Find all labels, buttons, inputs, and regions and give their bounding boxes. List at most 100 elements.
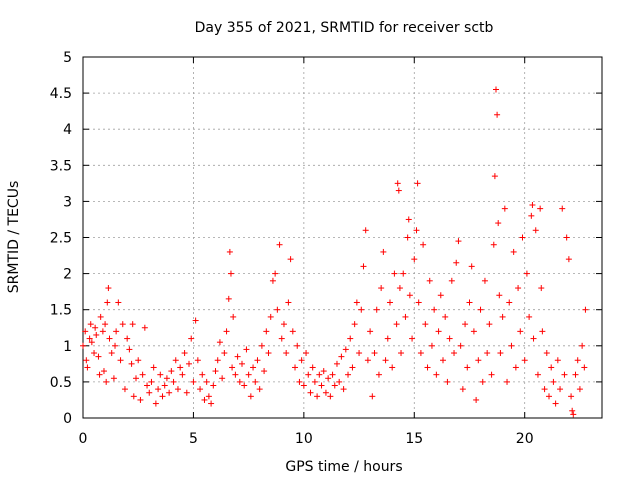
data-point — [576, 386, 583, 393]
data-point — [325, 375, 332, 382]
data-point — [150, 364, 157, 371]
data-point — [181, 350, 188, 357]
data-point — [105, 285, 112, 292]
data-point — [539, 328, 546, 335]
data-point — [139, 371, 146, 378]
data-point — [563, 234, 570, 241]
data-point — [106, 335, 113, 342]
data-point — [172, 357, 179, 364]
data-point — [91, 350, 98, 357]
data-point — [333, 360, 340, 367]
data-point — [490, 241, 497, 248]
data-point — [393, 321, 400, 328]
data-point — [285, 299, 292, 306]
data-point — [289, 328, 296, 335]
data-point — [252, 378, 259, 385]
data-point — [420, 241, 427, 248]
data-point — [265, 350, 272, 357]
data-point — [342, 346, 349, 353]
y-tick-label: 4.5 — [50, 86, 72, 102]
data-point — [241, 382, 248, 389]
y-axis-label: SRMTID / TECUs — [6, 181, 22, 294]
data-point — [141, 324, 148, 331]
chart-title: Day 355 of 2021, SRMTID for receiver sct… — [195, 20, 494, 36]
data-point — [414, 180, 421, 187]
data-point — [515, 285, 522, 292]
data-point — [261, 368, 268, 375]
data-point — [411, 256, 418, 263]
data-point — [574, 357, 581, 364]
data-point — [548, 364, 555, 371]
data-point — [356, 350, 363, 357]
y-tick-label: 1 — [63, 339, 72, 355]
data-point — [311, 378, 318, 385]
data-point — [570, 411, 577, 418]
data-point — [166, 389, 173, 396]
data-point — [404, 234, 411, 241]
data-point — [144, 382, 151, 389]
data-point — [305, 371, 312, 378]
data-point — [316, 371, 323, 378]
data-point — [491, 173, 498, 180]
data-point — [496, 292, 503, 299]
data-point — [340, 386, 347, 393]
data-point — [129, 321, 136, 328]
data-point — [292, 364, 299, 371]
data-point — [358, 306, 365, 313]
data-point — [417, 350, 424, 357]
data-point — [186, 360, 193, 367]
data-point — [210, 382, 217, 389]
data-point — [214, 357, 221, 364]
data-point — [170, 378, 177, 385]
data-point — [530, 335, 537, 342]
data-point — [554, 357, 561, 364]
data-point — [477, 306, 484, 313]
data-point — [190, 378, 197, 385]
data-point — [406, 292, 413, 299]
data-point — [121, 386, 128, 393]
data-point — [229, 364, 236, 371]
data-point — [230, 313, 237, 320]
data-point — [338, 353, 345, 360]
data-point — [103, 378, 110, 385]
data-point — [294, 342, 301, 349]
data-point — [523, 270, 530, 277]
data-point — [468, 263, 475, 270]
data-point — [353, 299, 360, 306]
data-point — [517, 328, 524, 335]
data-point — [227, 270, 234, 277]
data-point — [424, 364, 431, 371]
data-point — [128, 360, 135, 367]
data-point — [104, 299, 111, 306]
data-point — [130, 393, 137, 400]
data-point — [135, 357, 142, 364]
data-point — [168, 368, 175, 375]
data-point — [437, 292, 444, 299]
y-tick-label: 3 — [63, 194, 72, 210]
data-point — [278, 335, 285, 342]
y-tick-label: 0.5 — [50, 375, 72, 391]
data-point — [256, 386, 263, 393]
data-point — [126, 346, 133, 353]
data-point — [280, 321, 287, 328]
data-point — [568, 393, 575, 400]
data-point — [177, 364, 184, 371]
data-point — [148, 378, 155, 385]
data-point — [345, 371, 352, 378]
data-point — [87, 321, 94, 328]
data-point — [391, 270, 398, 277]
data-point — [508, 342, 515, 349]
data-point — [521, 357, 528, 364]
data-point — [495, 220, 502, 227]
data-point — [296, 378, 303, 385]
data-point — [499, 313, 506, 320]
data-point — [298, 357, 305, 364]
x-tick-label: 0 — [79, 431, 88, 447]
data-point — [559, 205, 566, 212]
data-point — [80, 342, 86, 349]
data-point — [581, 364, 588, 371]
y-tick-label: 1.5 — [50, 303, 72, 319]
y-tick-label: 0 — [63, 411, 72, 427]
data-point — [351, 321, 358, 328]
